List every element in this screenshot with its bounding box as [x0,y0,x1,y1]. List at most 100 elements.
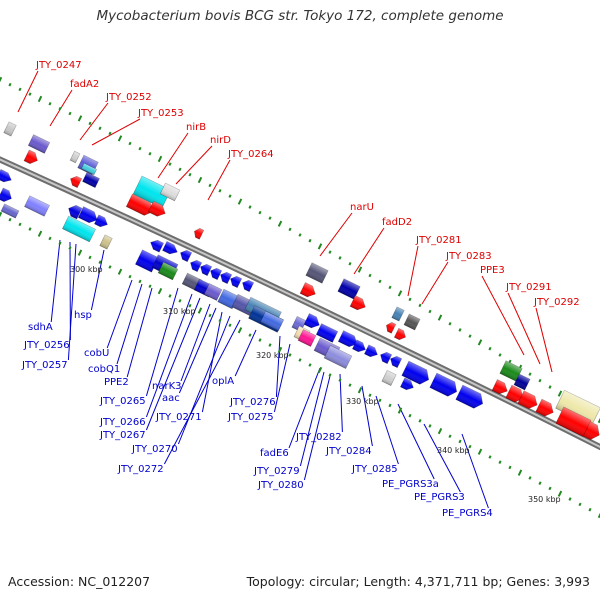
gene-feature [291,316,307,332]
gene-label: JTY_0271 [155,412,202,423]
tick-dot [98,260,102,265]
tick-dot [168,162,172,166]
tick-dot [258,338,262,342]
leader-line [375,395,399,465]
tick-dot [18,87,22,92]
gene-feature [315,323,339,343]
gene-shade [535,399,554,417]
gene-feature [94,214,108,228]
tick-dot [348,383,352,387]
tick-dot [508,359,512,364]
tick-dot [37,230,43,237]
gene-shade [429,373,457,397]
tick-dot [148,284,152,289]
gene-feature [162,241,178,255]
tick-dot [277,220,283,227]
tick-label: 310 kbp [163,307,196,316]
tick-label: 330 kbp [346,397,379,406]
gene-shade [0,187,12,202]
tick-dot [308,363,312,367]
gene-feature [77,206,98,224]
gene-feature [0,203,20,219]
tick-label: 300 kbp [70,265,103,274]
leader-line [157,132,189,179]
tick-dot [28,92,32,96]
tick-dot [298,358,302,362]
gene-feature [299,282,316,298]
gene-shade [3,121,17,137]
gene-shade [162,241,178,254]
gene-label: JTY_0291 [505,282,552,293]
tick-dot [548,385,552,389]
gene-feature [337,330,358,348]
gene-feature [180,249,193,263]
gene-label: JTY_0257 [21,360,68,371]
leader-line [275,335,281,398]
tick-dot [468,334,472,338]
gene-label: JTY_0256 [23,340,70,351]
tick-dot [397,290,403,297]
gene-shade [394,328,406,340]
gene-label: oplA [212,376,234,387]
gene-shade [555,407,593,437]
gene-shade [204,283,222,301]
tick-dot [248,333,252,337]
gene-feature [203,283,223,301]
tick-dot [277,346,283,354]
gene-features [0,121,600,440]
gene-shade [364,344,378,357]
tick-dot [8,217,12,222]
gene-label: JTY_0264 [227,149,274,160]
gene-shade [352,339,366,352]
gene-feature [210,267,223,281]
tick-dot [448,434,452,439]
tick-dot [378,279,382,284]
gene-shade [298,329,316,347]
leader-line [201,311,223,413]
leader-line [299,371,325,467]
gene-shade [81,163,97,175]
gene-label: JTY_0292 [533,297,580,308]
tick-dot [178,299,182,303]
tick-dot [48,101,52,106]
gene-feature [517,390,538,409]
gene-shade [70,151,80,163]
gene-feature [390,355,403,369]
leader-line [17,70,39,113]
gene-shade [338,330,358,347]
label-leader-lines [17,70,553,509]
gene-shade [200,264,212,276]
tick-dot [128,141,132,146]
tick-label: 320 kbp [256,351,289,360]
gene-label: JTY_0247 [35,60,82,71]
tick-dot [237,198,243,205]
gene-label: PE_PGRS4 [442,508,493,519]
tick-dot [338,378,342,382]
tick-dot [58,241,62,245]
leader-line [50,239,61,323]
tick-dot [498,460,502,465]
tick-dot [528,476,532,480]
gene-label: JTY_0267 [99,430,146,441]
leader-line [207,159,231,201]
leader-line [481,275,525,356]
tick-dot [528,372,532,376]
tick-dot [8,82,12,87]
gene-shade [23,149,38,164]
tick-dot [437,427,443,435]
tick-dot [268,216,272,220]
leader-line [303,375,331,481]
tick-dot [368,393,372,398]
gene-shade [68,205,83,220]
tick-dot [88,121,92,126]
tick-dot [157,287,163,295]
gene-label: JTY_0282 [295,432,342,443]
tick-dot [188,303,192,308]
tick-dot [178,167,182,172]
tick-dot [197,176,203,184]
gene-feature [0,169,12,183]
tick-dot [28,227,32,231]
tick-dot [157,155,163,163]
gene-shade [190,260,202,272]
